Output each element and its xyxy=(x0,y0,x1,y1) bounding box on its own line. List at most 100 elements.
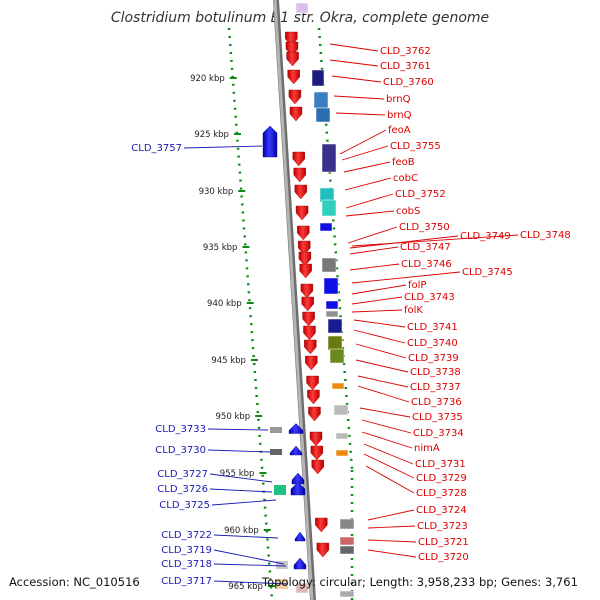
reverse-gene-label: folP xyxy=(408,280,426,291)
forward-gene-label: CLD_3719 xyxy=(161,545,212,556)
reverse-leader-line xyxy=(363,453,415,479)
reverse-gene-label: CLD_3749 xyxy=(460,231,511,242)
reverse-leader-line xyxy=(329,59,379,67)
feature-block xyxy=(321,199,337,217)
forward-leader-line xyxy=(213,534,279,539)
reverse-gene-arrow xyxy=(287,69,300,85)
reverse-gene-arrow xyxy=(298,251,312,267)
reverse-leader-line xyxy=(355,359,409,373)
forward-gene-label: CLD_3722 xyxy=(161,530,212,541)
reverse-leader-line xyxy=(367,525,416,529)
reverse-gene-label: CLD_3728 xyxy=(416,488,467,499)
reverse-gene-arrow xyxy=(292,151,305,167)
forward-leader-line xyxy=(213,580,289,585)
scale-tick-label: 925 kbp xyxy=(194,130,229,140)
reverse-gene-arrow xyxy=(299,263,312,279)
reverse-leader-line xyxy=(365,465,415,494)
reverse-gene-arrow xyxy=(293,167,306,183)
reverse-leader-line xyxy=(331,75,382,83)
feature-block xyxy=(325,300,339,310)
scale-line-left xyxy=(227,27,274,600)
reverse-leader-line xyxy=(351,309,403,313)
forward-gene-label: CLD_3717 xyxy=(161,576,212,587)
feature-block xyxy=(315,107,331,123)
reverse-leader-line xyxy=(367,509,415,521)
reverse-gene-label: CLD_3720 xyxy=(418,552,469,563)
feature-block xyxy=(339,590,355,598)
feature-block xyxy=(331,382,345,390)
reverse-gene-label: CLD_3746 xyxy=(401,259,452,270)
feature-block xyxy=(313,91,329,109)
reverse-gene-arrow xyxy=(309,431,323,447)
forward-leader-line xyxy=(209,488,273,493)
reverse-gene-label: CLD_3731 xyxy=(415,459,466,470)
reverse-gene-label: CLD_3752 xyxy=(395,189,446,200)
forward-gene-arrow xyxy=(289,445,303,456)
reverse-leader-line xyxy=(367,539,417,543)
reverse-leader-line xyxy=(335,112,386,116)
reverse-gene-label: feoA xyxy=(388,125,411,136)
forward-gene-arrow xyxy=(290,481,306,496)
forward-leader-line xyxy=(213,563,287,567)
forward-feature-block xyxy=(274,485,286,495)
reverse-gene-label: CLD_3735 xyxy=(412,412,463,423)
feature-block xyxy=(339,536,355,546)
scale-tick-label: 945 kbp xyxy=(211,356,246,366)
reverse-gene-label: CLD_3738 xyxy=(410,367,461,378)
reverse-gene-arrow xyxy=(289,106,303,122)
feature-block xyxy=(335,432,349,440)
reverse-leader-line xyxy=(359,407,411,418)
reverse-gene-arrow xyxy=(286,51,299,67)
reverse-leader-line xyxy=(351,296,403,305)
reverse-leader-line xyxy=(345,193,394,209)
forward-gene-label: CLD_3718 xyxy=(161,559,212,570)
forward-gene-label: CLD_3757 xyxy=(131,143,182,154)
reverse-gene-arrow xyxy=(300,283,314,299)
reverse-gene-arrow xyxy=(298,240,311,256)
reverse-leader-line xyxy=(349,235,459,249)
reverse-gene-label: CLD_3760 xyxy=(383,77,434,88)
feature-block xyxy=(321,143,337,173)
reverse-gene-label: CLD_3729 xyxy=(416,473,467,484)
reverse-gene-label: CLD_3755 xyxy=(390,141,441,152)
forward-leader-line xyxy=(209,473,273,483)
reverse-gene-arrow xyxy=(306,375,319,391)
reverse-gene-arrow xyxy=(297,225,310,241)
reverse-gene-label: CLD_3737 xyxy=(410,382,461,393)
forward-leader-line xyxy=(207,428,269,431)
backbone-line xyxy=(273,0,314,600)
reverse-gene-label: CLD_3721 xyxy=(418,537,469,548)
forward-gene-label: CLD_3727 xyxy=(157,469,208,480)
genome-summary: Topology: circular; Length: 3,958,233 bp… xyxy=(262,575,578,589)
reverse-gene-label: CLD_3739 xyxy=(408,353,459,364)
reverse-gene-arrow xyxy=(305,355,318,371)
reverse-leader-line xyxy=(329,43,379,52)
reverse-gene-label: CLD_3734 xyxy=(413,428,464,439)
reverse-gene-label: CLD_3740 xyxy=(407,338,458,349)
reverse-leader-line xyxy=(333,95,385,100)
scale-tick-label: 960 kbp xyxy=(224,526,259,536)
feature-block xyxy=(327,318,343,334)
forward-gene-label: CLD_3733 xyxy=(155,424,206,435)
scale-tick-label: 930 kbp xyxy=(199,187,234,197)
reverse-leader-line xyxy=(353,329,406,344)
forward-gene-arrow xyxy=(262,125,278,158)
forward-gene-arrow xyxy=(288,423,304,434)
reverse-gene-label: folK xyxy=(404,305,423,316)
reverse-leader-line xyxy=(353,319,406,328)
map-title: Clostridium botulinum B1 str. Okra, comp… xyxy=(110,10,490,26)
reverse-gene-label: cobS xyxy=(396,206,420,217)
reverse-leader-line xyxy=(361,419,412,434)
feature-block xyxy=(335,449,349,457)
reverse-gene-label: CLD_3747 xyxy=(400,242,451,253)
reverse-gene-label: CLD_3724 xyxy=(416,505,467,516)
reverse-leader-line xyxy=(355,343,407,359)
forward-leader-line xyxy=(207,449,271,453)
reverse-leader-line xyxy=(339,129,387,155)
reverse-gene-label: brnQ xyxy=(386,94,411,105)
forward-feature-block xyxy=(276,561,288,569)
forward-leader-line xyxy=(213,549,285,565)
reverse-leader-line xyxy=(341,145,389,161)
feature-block xyxy=(321,257,337,273)
reverse-leader-line xyxy=(351,284,407,295)
